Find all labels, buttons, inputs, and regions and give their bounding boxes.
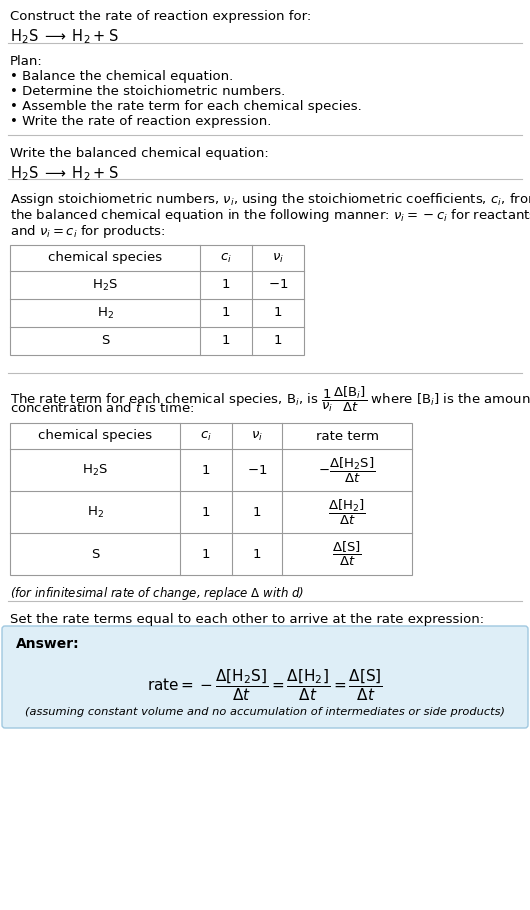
Text: 1: 1 [222, 307, 230, 319]
Text: the balanced chemical equation in the following manner: $\nu_i = -c_i$ for react: the balanced chemical equation in the fo… [10, 207, 530, 224]
Text: $\mathrm{H_2S}$: $\mathrm{H_2S}$ [92, 278, 118, 292]
Text: $\mathrm{H_2}$: $\mathrm{H_2}$ [96, 306, 113, 320]
Text: 1: 1 [202, 463, 210, 477]
Text: 1: 1 [222, 335, 230, 348]
Text: • Write the rate of reaction expression.: • Write the rate of reaction expression. [10, 115, 271, 128]
Text: $\nu_i$: $\nu_i$ [272, 251, 284, 265]
Text: (assuming constant volume and no accumulation of intermediates or side products): (assuming constant volume and no accumul… [25, 707, 505, 717]
Text: concentration and $t$ is time:: concentration and $t$ is time: [10, 401, 194, 415]
Text: • Assemble the rate term for each chemical species.: • Assemble the rate term for each chemic… [10, 100, 362, 113]
Text: Assign stoichiometric numbers, $\nu_i$, using the stoichiometric coefficients, $: Assign stoichiometric numbers, $\nu_i$, … [10, 191, 530, 208]
Text: $\dfrac{\Delta[\mathrm{S}]}{\Delta t}$: $\dfrac{\Delta[\mathrm{S}]}{\Delta t}$ [332, 540, 362, 568]
Text: chemical species: chemical species [48, 251, 162, 265]
Text: $-1$: $-1$ [247, 463, 267, 477]
Text: $c_i$: $c_i$ [200, 430, 212, 442]
Text: and $\nu_i = c_i$ for products:: and $\nu_i = c_i$ for products: [10, 223, 165, 240]
Text: $\dfrac{\Delta[\mathrm{H_2}]}{\Delta t}$: $\dfrac{\Delta[\mathrm{H_2}]}{\Delta t}$ [328, 498, 366, 527]
Text: 1: 1 [253, 505, 261, 519]
Text: S: S [91, 548, 99, 561]
Text: The rate term for each chemical species, $\mathrm{B}_i$, is $\dfrac{1}{\nu_i}\df: The rate term for each chemical species,… [10, 385, 530, 414]
Text: Answer:: Answer: [16, 637, 80, 651]
Text: 1: 1 [274, 307, 282, 319]
Text: $c_i$: $c_i$ [220, 251, 232, 265]
Text: Write the balanced chemical equation:: Write the balanced chemical equation: [10, 147, 269, 160]
Text: $\nu_i$: $\nu_i$ [251, 430, 263, 442]
FancyBboxPatch shape [2, 626, 528, 728]
Bar [10, 245, 304, 355]
Text: $\mathrm{H_2S} \;\longrightarrow\; \mathrm{H_2 + S}$: $\mathrm{H_2S} \;\longrightarrow\; \math… [10, 27, 119, 46]
Text: $-\dfrac{\Delta[\mathrm{H_2S}]}{\Delta t}$: $-\dfrac{\Delta[\mathrm{H_2S}]}{\Delta t… [319, 455, 376, 485]
Text: • Balance the chemical equation.: • Balance the chemical equation. [10, 70, 233, 83]
Text: $\mathrm{H_2S} \;\longrightarrow\; \mathrm{H_2 + S}$: $\mathrm{H_2S} \;\longrightarrow\; \math… [10, 164, 119, 183]
Text: 1: 1 [274, 335, 282, 348]
Text: (for infinitesimal rate of change, replace $\Delta$ with $d$): (for infinitesimal rate of change, repla… [10, 585, 304, 602]
Text: rate term: rate term [315, 430, 378, 442]
Text: Set the rate terms equal to each other to arrive at the rate expression:: Set the rate terms equal to each other t… [10, 613, 484, 626]
Text: • Determine the stoichiometric numbers.: • Determine the stoichiometric numbers. [10, 85, 285, 98]
Text: Construct the rate of reaction expression for:: Construct the rate of reaction expressio… [10, 10, 311, 23]
Bar [10, 423, 412, 575]
Text: $\mathrm{H_2S}$: $\mathrm{H_2S}$ [82, 462, 108, 478]
Text: $-1$: $-1$ [268, 278, 288, 291]
Text: 1: 1 [202, 505, 210, 519]
Text: $\mathrm{rate} = -\dfrac{\Delta[\mathrm{H_2S}]}{\Delta t} = \dfrac{\Delta[\mathr: $\mathrm{rate} = -\dfrac{\Delta[\mathrm{… [147, 667, 383, 703]
Text: 1: 1 [202, 548, 210, 561]
Text: Plan:: Plan: [10, 55, 43, 68]
Text: 1: 1 [253, 548, 261, 561]
Text: chemical species: chemical species [38, 430, 152, 442]
Text: 1: 1 [222, 278, 230, 291]
Text: $\mathrm{H_2}$: $\mathrm{H_2}$ [86, 504, 103, 520]
Text: S: S [101, 335, 109, 348]
